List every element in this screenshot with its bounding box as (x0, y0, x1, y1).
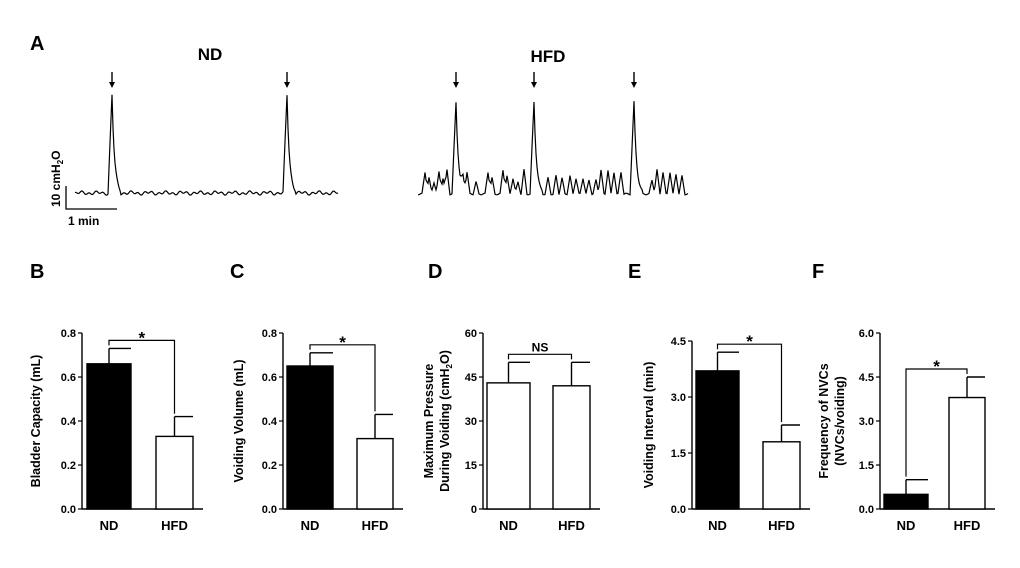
voiding-arrow (453, 72, 459, 88)
y-tick-label: 0.2 (262, 460, 277, 472)
category-label: ND (100, 518, 119, 533)
y-axis-label: Voiding Volume (mL) (232, 359, 246, 482)
category-label: HFD (558, 518, 585, 533)
y-tick-label: 4.5 (671, 336, 686, 348)
significance-label: * (339, 333, 346, 352)
y-tick-label: 60 (465, 328, 477, 340)
panel-label-a: A (30, 33, 44, 55)
significance-label: * (933, 357, 940, 376)
y-tick-label: 0.8 (262, 328, 277, 340)
voiding-arrow (284, 72, 290, 88)
bar-nd (486, 382, 531, 510)
significance-bracket (507, 353, 573, 360)
panel-label-c: C (230, 261, 244, 283)
panel-label-e: E (628, 261, 641, 283)
panel-label-f: F (812, 261, 824, 283)
panel-label-d: D (428, 261, 442, 283)
y-axis-label: Frequency of NVCs (NVCs/voiding) (817, 363, 847, 478)
category-label: HFD (768, 518, 795, 533)
voiding-arrow (531, 72, 537, 88)
y-tick-label: 4.5 (859, 372, 874, 384)
category-label: ND (499, 518, 518, 533)
y-tick-label: 1.5 (671, 448, 686, 460)
voiding-arrows (109, 72, 637, 88)
panel-e: 0.0 1.5 3.0 4.5 Voiding Interval (min) ND HFD * (642, 332, 810, 533)
bar-nd (286, 365, 334, 510)
bar-hfd (552, 385, 591, 510)
significance-label: NS (532, 340, 549, 354)
category-label: ND (897, 518, 916, 533)
category-label: ND (301, 518, 320, 533)
panel-c: 0.0 0.2 0.4 0.6 0.8 Voiding Volume (mL) ND HFD * (232, 328, 403, 533)
significance-bracket (716, 343, 783, 422)
y-tick-label: 6.0 (859, 328, 874, 340)
bar-hfd (155, 435, 194, 510)
y-tick-label: 15 (465, 460, 477, 472)
y-tick-label: 0.2 (61, 460, 76, 472)
y-axis-label: Bladder Capacity (mL) (29, 355, 43, 488)
y-axis-label: Voiding Interval (min) (642, 362, 656, 489)
y-tick-label: 30 (465, 416, 477, 428)
significance-label: * (746, 332, 753, 351)
scale-bar (65, 186, 117, 210)
significance-bracket (309, 344, 376, 412)
panel-b: 0.0 0.2 0.4 0.6 0.8 Bladder Capacity (mL) ND HF… (29, 328, 203, 533)
significance-bracket (905, 368, 968, 477)
y-tick-label: 45 (465, 372, 477, 384)
bar-hfd (948, 396, 986, 510)
y-axis-label: Maximum Pressure During Voiding (cmH2O) (422, 350, 454, 492)
y-tick-label: 0.4 (61, 416, 77, 428)
trace-hfd-line (417, 101, 689, 196)
panel-label-b: B (30, 261, 44, 283)
panel-a: A ND HFD 10 cmH2O 1 min (30, 33, 689, 228)
significance-label: * (138, 328, 145, 347)
panel-f: 0.0 1.5 3.0 4.5 6.0 Frequency of NVCs (NVCs/vo… (817, 328, 995, 533)
bar-panels: 0.0 0.2 0.4 0.6 0.8 Bladder Capacity (mL) ND HF… (29, 328, 995, 533)
y-tick-label: 0.0 (262, 504, 277, 516)
category-label: HFD (161, 518, 188, 533)
trace-title-hfd: HFD (531, 47, 566, 66)
y-tick-label: 0.0 (61, 504, 76, 516)
y-tick-label: 1.5 (859, 460, 874, 472)
y-tick-label: 0.4 (262, 416, 278, 428)
category-label: HFD (954, 518, 981, 533)
panel-d: 0 15 30 45 60 Maximum Pressure During Voiding … (422, 328, 600, 533)
y-tick-label: 0.6 (61, 372, 76, 384)
y-tick-label: 0.0 (671, 504, 686, 516)
y-tick-label: 3.0 (671, 392, 686, 404)
bar-nd (883, 493, 929, 510)
bar-hfd (762, 441, 801, 510)
y-tick-label: 0.0 (859, 504, 874, 516)
y-tick-label: 0.8 (61, 328, 76, 340)
y-tick-label: 0 (471, 504, 477, 516)
bar-nd (86, 363, 132, 510)
scale-bar-y-label: 10 cmH2O (49, 151, 65, 208)
bar-hfd (356, 437, 394, 510)
trace-title-nd: ND (198, 45, 223, 64)
voiding-arrow (109, 72, 115, 88)
bar-nd (695, 370, 740, 510)
category-label: HFD (362, 518, 389, 533)
voiding-arrow (631, 72, 637, 88)
significance-bracket (108, 339, 176, 414)
scale-bar-x-label: 1 min (68, 214, 99, 228)
y-tick-label: 0.6 (262, 372, 277, 384)
y-tick-label: 3.0 (859, 416, 874, 428)
category-label: ND (708, 518, 727, 533)
trace-nd-line (74, 94, 339, 196)
